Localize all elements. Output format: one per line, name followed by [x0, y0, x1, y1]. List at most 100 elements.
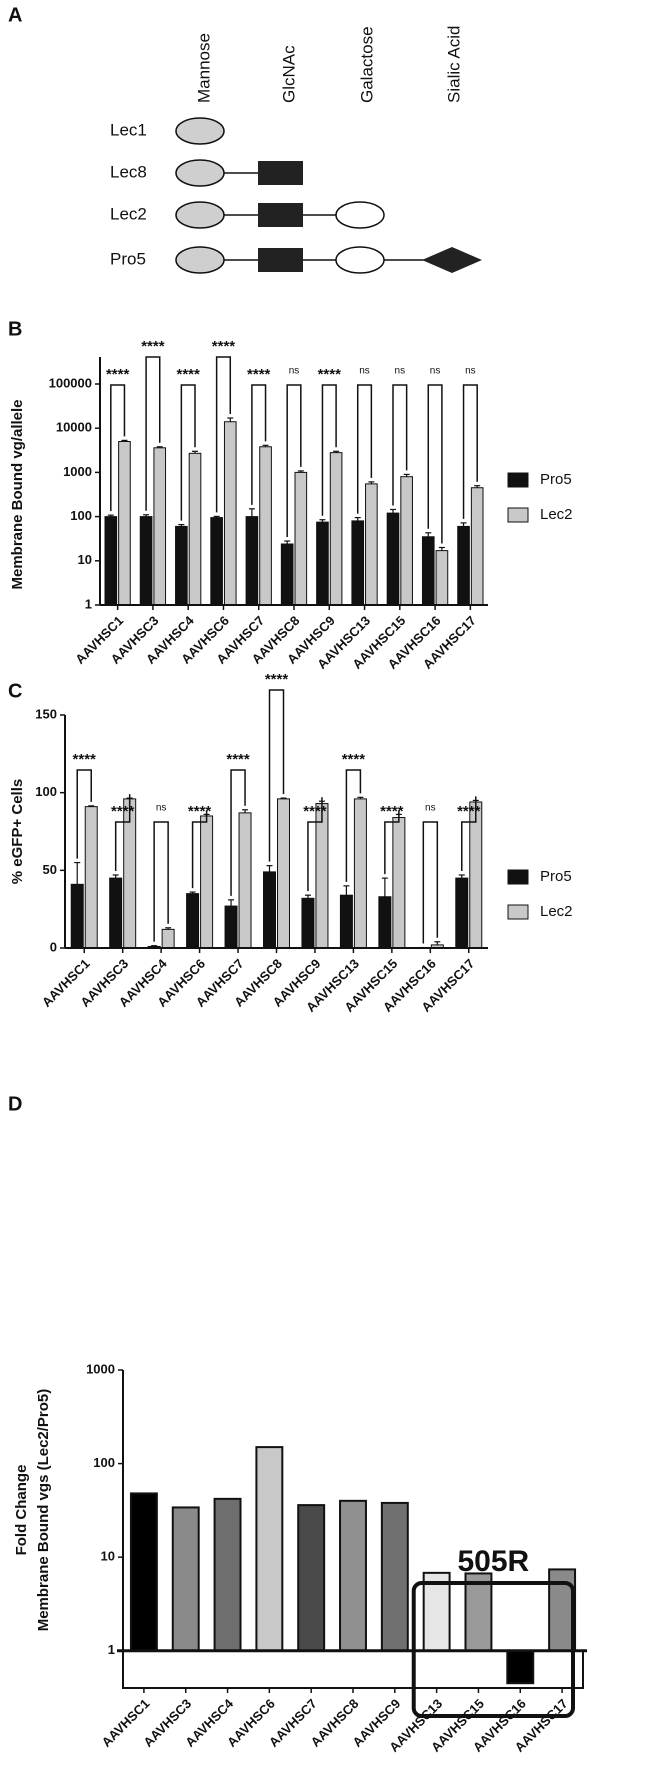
bar: [153, 447, 167, 606]
legend-swatch: [507, 472, 529, 488]
bar: [329, 452, 343, 606]
bar: [464, 1572, 493, 1652]
y-tick-label: 1: [108, 1642, 115, 1657]
bar: [245, 516, 259, 606]
significance-bracket: [384, 810, 400, 875]
significance-label: ****: [265, 671, 289, 688]
bar: [210, 517, 223, 606]
column-label: Mannose: [194, 33, 213, 103]
bar: [392, 817, 406, 949]
bar: [380, 1501, 409, 1652]
legend-label: Lec2: [540, 506, 573, 523]
significance-bracket: [461, 796, 477, 871]
bar: [118, 441, 131, 606]
significance-label: ****: [111, 803, 135, 820]
significance-bracket: [286, 384, 302, 538]
y-tick-label: 10: [78, 552, 92, 567]
mannose: [175, 159, 225, 187]
y-tick-label: 100: [35, 784, 57, 799]
bar: [421, 536, 435, 606]
significance-label: ****: [73, 751, 97, 768]
bar: [457, 525, 470, 606]
y-tick-label: 1000: [86, 1361, 115, 1376]
significance-bracket: [422, 821, 439, 944]
bar: [200, 815, 214, 949]
bar: [378, 896, 392, 949]
bar: [386, 512, 400, 606]
y-tick-label: 100000: [49, 375, 92, 390]
bar: [213, 1497, 242, 1652]
significance-bracket: [215, 356, 232, 513]
group-box: [411, 1581, 575, 1718]
bar: [238, 812, 252, 949]
bar: [470, 487, 484, 606]
y-axis-label: % eGFP+ Cells: [9, 779, 26, 884]
bar: [171, 1506, 200, 1652]
bar: [175, 525, 188, 606]
bar: [435, 550, 449, 606]
panel-letter: C: [8, 680, 22, 702]
bar: [316, 521, 329, 606]
bar: [455, 877, 469, 949]
legend-label: Lec2: [540, 903, 573, 920]
significance-label: ****: [226, 751, 250, 768]
column-label: GlcNAc: [279, 45, 298, 103]
significance-bracket: [114, 794, 131, 871]
y-tick-label: 10000: [56, 420, 92, 435]
significance-bracket: [345, 769, 362, 882]
significance-bracket: [110, 384, 126, 512]
y-axis-label: Fold Change: [13, 1465, 30, 1556]
bar: [224, 905, 238, 949]
mannose: [175, 117, 225, 145]
bar: [277, 798, 290, 949]
bar: [315, 803, 329, 949]
bar: [223, 421, 237, 606]
significance-label: ****: [457, 803, 481, 820]
bar: [294, 471, 308, 606]
significance-bracket: [230, 769, 246, 896]
y-tick-label: 100: [93, 1455, 115, 1470]
bar: [161, 928, 175, 949]
bar: [109, 877, 123, 949]
y-tick-label: 10: [101, 1549, 115, 1564]
significance-bracket: [427, 384, 443, 544]
bar: [129, 1492, 158, 1652]
bar: [297, 1504, 326, 1652]
significance-label: ****: [141, 338, 165, 355]
glcnac: [258, 161, 303, 185]
significance-bracket: [180, 384, 196, 521]
bar: [255, 1446, 284, 1652]
sialic-acid: [422, 247, 482, 273]
legend-label: Pro5: [540, 868, 572, 885]
y-axis-label: Membrane Bound vg/allele: [9, 399, 26, 589]
significance-label: ****: [247, 366, 271, 383]
y-tick-label: 1: [85, 596, 92, 611]
row-label: Lec1: [110, 120, 147, 139]
significance-label: ****: [188, 803, 212, 820]
significance-label: ns: [156, 803, 167, 814]
panel-letter: B: [8, 318, 22, 340]
significance-bracket: [191, 810, 208, 889]
significance-label: ns: [430, 366, 441, 377]
significance-bracket: [145, 356, 161, 511]
bar: [339, 1499, 367, 1652]
significance-bracket: [356, 384, 373, 514]
y-tick-label: 50: [43, 862, 57, 877]
bar: [70, 883, 84, 949]
mannose: [175, 246, 225, 274]
bar: [259, 446, 272, 606]
significance-bracket: [307, 797, 323, 892]
significance-label: ns: [425, 803, 436, 814]
panel-letter: D: [8, 1093, 22, 1115]
significance-label: ns: [395, 366, 406, 377]
bar: [301, 897, 315, 949]
significance-label: ****: [318, 366, 342, 383]
significance-bracket: [76, 769, 92, 859]
y-axis-label: Membrane Bound vgs (Lec2/Pro5): [35, 1389, 52, 1632]
column-label: Galactose: [357, 26, 376, 103]
y-tick-label: 150: [35, 706, 57, 721]
significance-bracket: [392, 384, 408, 506]
glcnac: [258, 248, 303, 272]
bar: [422, 1571, 451, 1652]
